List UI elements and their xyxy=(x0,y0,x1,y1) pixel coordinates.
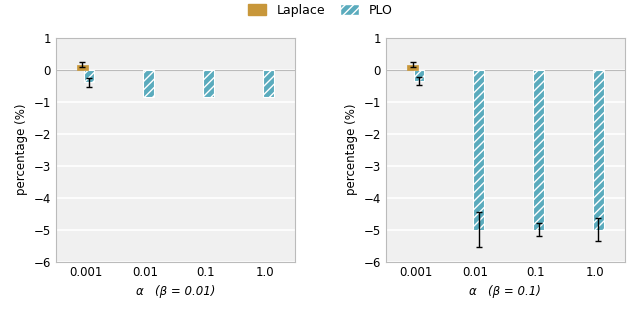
Legend: Laplace, PLO: Laplace, PLO xyxy=(244,0,396,20)
Bar xyxy=(77,65,88,69)
Bar xyxy=(84,69,94,82)
Y-axis label: percentage (%): percentage (%) xyxy=(15,104,28,195)
X-axis label: α   (β = 0.1): α (β = 0.1) xyxy=(470,285,541,298)
Y-axis label: percentage (%): percentage (%) xyxy=(345,104,358,195)
Bar xyxy=(143,69,154,97)
Bar xyxy=(533,69,544,229)
Bar xyxy=(593,69,604,229)
Bar xyxy=(203,69,214,97)
Bar xyxy=(407,65,418,69)
Bar xyxy=(263,69,274,97)
Bar xyxy=(413,69,424,81)
Bar xyxy=(474,69,484,229)
X-axis label: α   (β = 0.01): α (β = 0.01) xyxy=(136,285,215,298)
